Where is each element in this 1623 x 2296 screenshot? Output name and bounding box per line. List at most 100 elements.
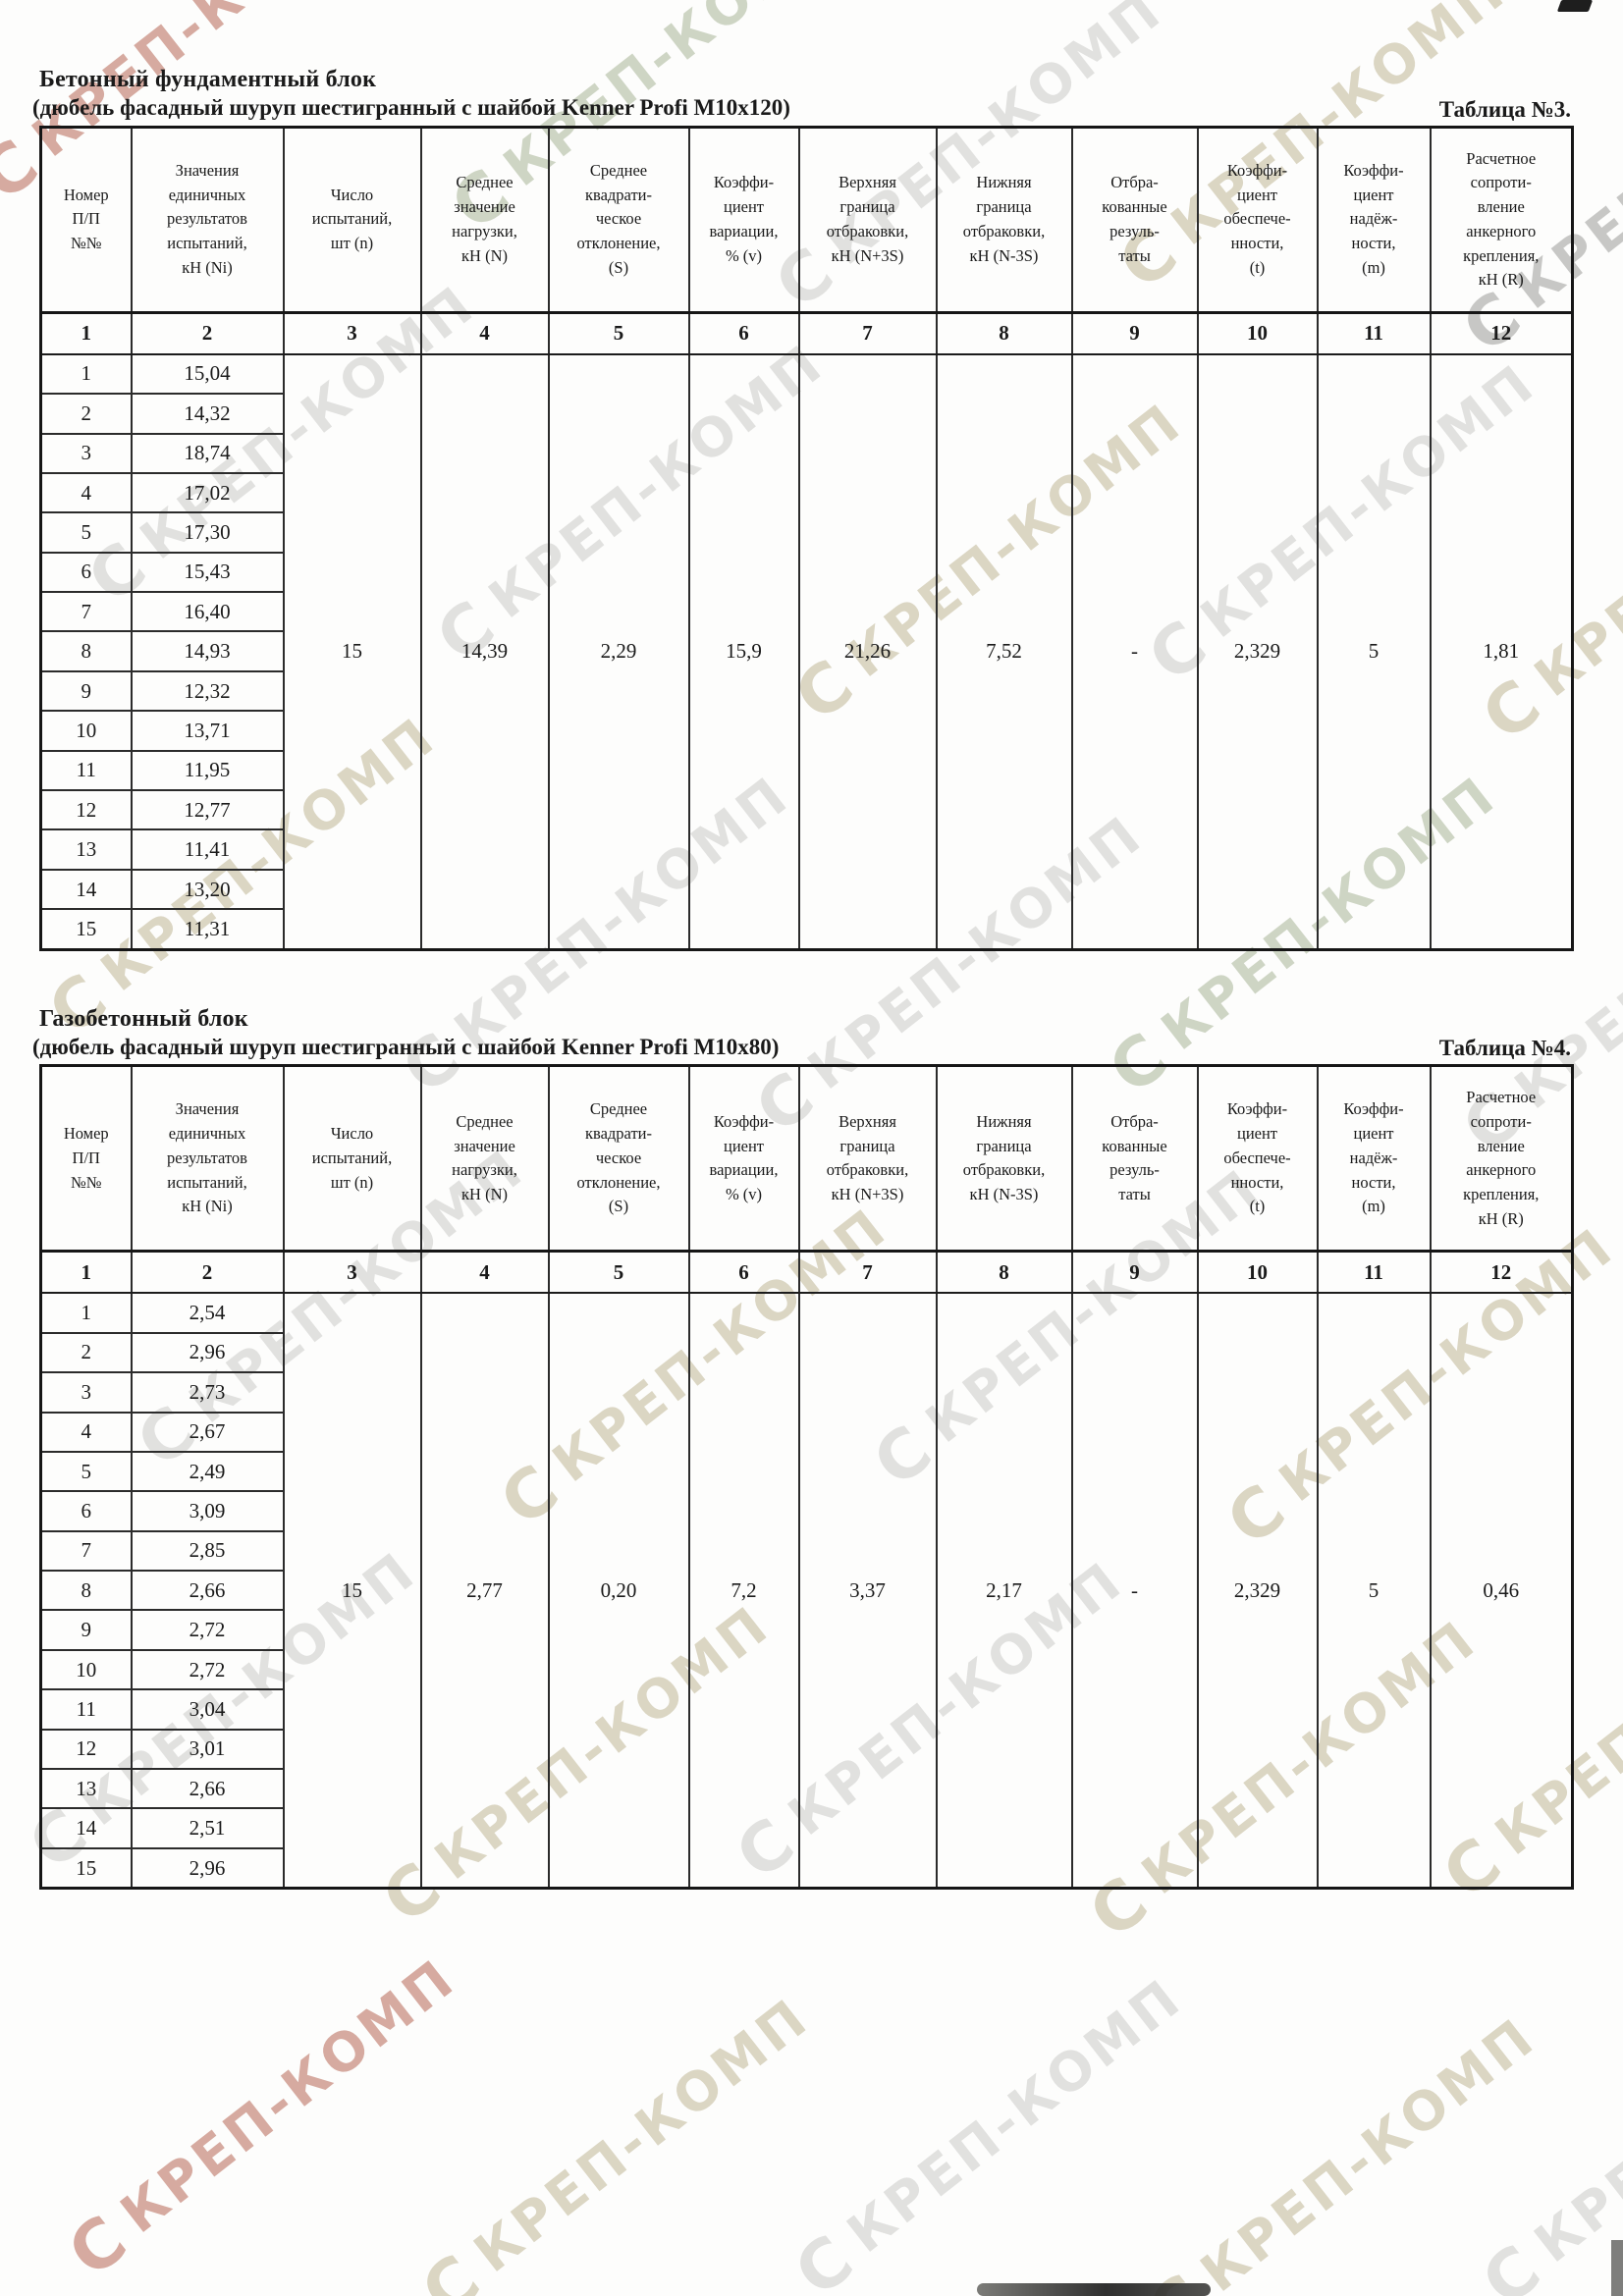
row-number-cell: 5 [39, 511, 133, 554]
test-value-cell: 2,67 [130, 1411, 285, 1453]
test-value-cell: 17,30 [130, 511, 285, 554]
column-number-cell: 1 [39, 1250, 133, 1295]
table-number-label: Таблица №4. [1438, 1036, 1571, 1061]
lower-rejection-limit-cell: 2,17 [935, 1292, 1073, 1890]
row-number-cell: 11 [39, 749, 133, 792]
column-header: Число испытаний, шт (n) [282, 126, 422, 314]
table-row: 3 18,74 [39, 432, 1573, 474]
table-row: 5 2,49 [39, 1450, 1573, 1493]
row-number-cell: 10 [39, 1648, 133, 1691]
table-row: 14 13,20 [39, 868, 1573, 911]
column-number-cell: 7 [797, 1250, 938, 1295]
test-value-cell: 14,32 [130, 393, 285, 435]
table-row: 2 14,32 [39, 393, 1573, 435]
test-value-cell: 13,71 [130, 710, 285, 752]
column-number-cell: 2 [130, 311, 285, 355]
column-number-cell: 1 [39, 311, 133, 355]
section-subtitle: (дюбель фасадный шуруп шестигранный с ша… [32, 1034, 780, 1059]
row-number-cell: 1 [39, 1292, 133, 1334]
row-number-cell: 6 [39, 551, 133, 594]
krep-komp-watermark: СКРЕП-КОМП [782, 1961, 1200, 2296]
scan-artifact [1556, 0, 1594, 12]
column-header: Среднее квадрати- ческое отклонение, (S) [547, 1064, 690, 1254]
column-header: Отбра- кованные резуль- таты [1070, 1064, 1199, 1254]
row-number-cell: 3 [39, 1371, 133, 1414]
column-number-cell: 8 [935, 1250, 1073, 1295]
column-header: Отбра- кованные резуль- таты [1070, 126, 1199, 314]
column-number-cell: 4 [419, 311, 550, 355]
column-number-cell: 10 [1196, 311, 1319, 355]
section-subtitle: (дюбель фасадный шуруп шестигранный с ша… [32, 95, 790, 120]
column-number-cell: 6 [687, 311, 800, 355]
tests-count-cell: 15 [282, 1292, 422, 1890]
row-number-cell: 2 [39, 393, 133, 435]
header-row: Номер П/П №№ Значения единичных результат… [39, 1064, 1574, 1254]
column-number-cell: 8 [935, 311, 1073, 355]
column-header: Среднее квадрати- ческое отклонение, (S) [547, 126, 690, 314]
row-number-cell: 7 [39, 1529, 133, 1573]
watermark-text: КРЕП-КОМП [1523, 1976, 1623, 2275]
table-row: 7 2,85 [39, 1529, 1573, 1573]
test-value-cell: 2,54 [130, 1292, 285, 1334]
upper-rejection-limit-cell: 3,37 [797, 1292, 938, 1890]
table-row: 8 2,66 [39, 1570, 1573, 1612]
watermark-text: КРЕП-КОМП [109, 1947, 467, 2246]
security-coefficient-cell: 2,329 [1196, 352, 1319, 951]
table-row: 4 2,67 [39, 1411, 1573, 1453]
rejected-results-cell: - [1070, 1292, 1199, 1890]
row-number-cell: 8 [39, 1570, 133, 1612]
test-value-cell: 2,66 [130, 1570, 285, 1612]
test-value-cell: 17,02 [130, 471, 285, 514]
column-number-cell: 9 [1070, 1250, 1199, 1295]
row-number-cell: 13 [39, 1768, 133, 1810]
column-number-cell: 11 [1316, 311, 1432, 355]
column-header: Нижняя граница отбраковки, кН (N-3S) [935, 126, 1073, 314]
column-header: Номер П/П №№ [39, 126, 133, 314]
column-header: Коэффи- циент обеспече- нности, (t) [1196, 1064, 1319, 1254]
mean-load-cell: 2,77 [419, 1292, 550, 1890]
table-label-row: Таблица №3. [39, 97, 1571, 123]
mean-load-cell: 14,39 [419, 352, 550, 951]
test-value-cell: 11,31 [130, 908, 285, 951]
test-value-cell: 14,93 [130, 630, 285, 672]
table-row: 1 15,04 15 14,39 2,29 15,9 21,26 7,52-2,329 5 1,8… [39, 352, 1574, 951]
row-number-cell: 2 [39, 1331, 133, 1374]
table-row: 12 12,77 [39, 789, 1573, 831]
table-row: 12 3,01 [39, 1728, 1573, 1771]
row-number-cell: 6 [39, 1490, 133, 1532]
lower-rejection-limit-cell: 7,52 [935, 352, 1073, 951]
scan-artifact [1611, 2240, 1623, 2296]
column-header: Верхняя граница отбраковки, кН (N+3S) [797, 1064, 938, 1254]
rejected-results-cell: - [1070, 352, 1199, 951]
reliability-coefficient-cell: 5 [1316, 352, 1432, 951]
header-row: Номер П/П №№ Значения единичных результат… [39, 126, 1574, 314]
row-number-cell: 12 [39, 1728, 133, 1771]
column-number-cell: 2 [130, 1250, 285, 1295]
test-value-cell: 2,96 [130, 1846, 285, 1890]
test-value-cell: 2,85 [130, 1529, 285, 1573]
row-number-cell: 12 [39, 789, 133, 831]
column-number-cell: 6 [687, 1250, 800, 1295]
test-value-cell: 3,04 [130, 1688, 285, 1731]
table-row: 5 17,30 [39, 511, 1573, 554]
table-row: 3 2,73 [39, 1371, 1573, 1414]
document-content: Бетонный фундаментный блок (дюбель фасад… [32, 65, 1574, 1891]
reliability-coefficient-cell: 5 [1316, 1292, 1432, 1890]
table-row: 14 2,51 [39, 1807, 1573, 1849]
table-row: 4 17,02 [39, 471, 1573, 514]
column-header: Среднее значение нагрузки, кН (N) [419, 126, 550, 314]
test-results-table-3: Номер П/П №№ Значения единичных результат… [39, 125, 1574, 951]
table-row: 1 2,54 15 2,77 0,20 7,2 3,37 2,17-2,329 5 0,46 [39, 1292, 1574, 1890]
test-value-cell: 12,77 [130, 789, 285, 831]
column-header: Нижняя граница отбраковки, кН (N-3S) [935, 1064, 1073, 1254]
column-numbers-row: 1 2 3 4 5 6 7 8 9 10 11 12 [39, 1250, 1574, 1295]
table-number-label: Таблица №3. [1438, 96, 1571, 122]
test-value-cell: 11,95 [130, 749, 285, 792]
table-row: 10 2,72 [39, 1648, 1573, 1691]
table-row: 6 3,09 [39, 1490, 1573, 1532]
row-number-cell: 5 [39, 1450, 133, 1493]
test-value-cell: 2,72 [130, 1609, 285, 1651]
krep-komp-watermark: СКРЕП-КОМП [408, 1981, 827, 2296]
column-header: Коэффи- циент обеспече- нности, (t) [1196, 126, 1319, 314]
